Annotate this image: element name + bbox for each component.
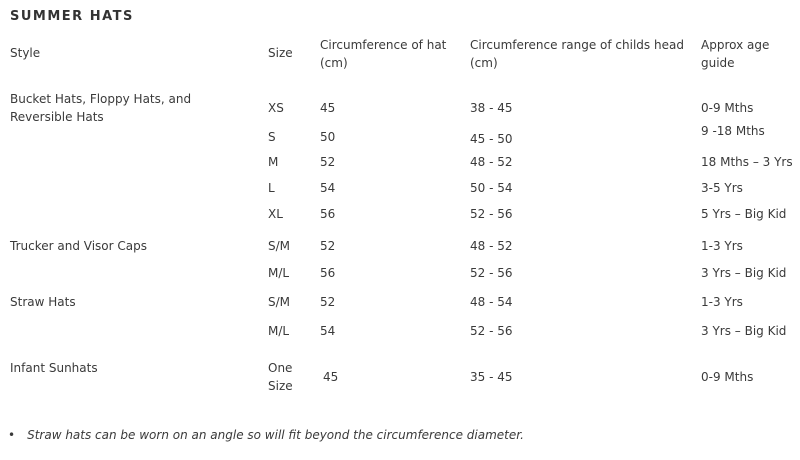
header-head-range: Circumference range of childs head (cm) xyxy=(470,38,684,70)
cell-head-range: 52 - 56 xyxy=(470,207,513,221)
cell-hat-circumference: 52 xyxy=(320,155,336,169)
section-title: SUMMER HATS xyxy=(10,9,134,24)
cell-age-guide: 1-3 Yrs xyxy=(701,239,743,253)
cell-size: S/M xyxy=(268,239,291,253)
cell-age-guide: 3 Yrs – Big Kid xyxy=(701,266,787,280)
cell-size: S xyxy=(268,130,276,144)
cell-hat-circumference: 54 xyxy=(320,324,336,338)
cell-hat-circumference: 45 xyxy=(320,101,336,115)
cell-style: Trucker and Visor Caps xyxy=(10,239,147,253)
cell-age-guide: 1-3 Yrs xyxy=(701,295,743,309)
cell-style: Infant Sunhats xyxy=(10,361,98,375)
header-style: Style xyxy=(10,46,41,60)
cell-size: XS xyxy=(268,101,284,115)
cell-size: M xyxy=(268,155,279,169)
cell-size: M/L xyxy=(268,266,290,280)
cell-age-guide: 3-5 Yrs xyxy=(701,181,743,195)
bullet: • xyxy=(8,428,16,442)
cell-head-range: 38 - 45 xyxy=(470,101,513,115)
cell-head-range: 52 - 56 xyxy=(470,324,513,338)
cell-style: Bucket Hats, Floppy Hats, and Reversible… xyxy=(10,92,192,124)
cell-hat-circumference: 52 xyxy=(320,239,336,253)
cell-head-range: 52 - 56 xyxy=(470,266,513,280)
cell-head-range: 48 - 54 xyxy=(470,295,513,309)
cell-head-range: 48 - 52 xyxy=(470,239,513,253)
cell-head-range: 45 - 50 xyxy=(470,132,513,146)
cell-size: M/L xyxy=(268,324,290,338)
cell-head-range: 48 - 52 xyxy=(470,155,513,169)
cell-age-guide: 9 -18 Mths xyxy=(701,124,765,138)
cell-hat-circumference: 54 xyxy=(320,181,336,195)
header-size: Size xyxy=(268,46,293,60)
cell-age-guide: 3 Yrs – Big Kid xyxy=(701,324,787,338)
cell-age-guide: 18 Mths – 3 Yrs xyxy=(701,155,793,169)
cell-hat-circumference: 45 xyxy=(323,370,339,384)
cell-size: XL xyxy=(268,207,283,221)
cell-style: Straw Hats xyxy=(10,295,76,309)
header-hat-circumference: Circumference of hat (cm) xyxy=(320,38,447,70)
cell-head-range: 35 - 45 xyxy=(470,370,513,384)
cell-hat-circumference: 52 xyxy=(320,295,336,309)
cell-age-guide: 0-9 Mths xyxy=(701,101,754,115)
header-age-guide: Approx age guide xyxy=(701,38,770,70)
cell-hat-circumference: 50 xyxy=(320,130,336,144)
cell-size: L xyxy=(268,181,275,195)
cell-hat-circumference: 56 xyxy=(320,266,336,280)
cell-size: One Size xyxy=(268,361,293,393)
cell-size: S/M xyxy=(268,295,291,309)
cell-age-guide: 5 Yrs – Big Kid xyxy=(701,207,787,221)
cell-head-range: 50 - 54 xyxy=(470,181,513,195)
cell-hat-circumference: 56 xyxy=(320,207,336,221)
cell-age-guide: 0-9 Mths xyxy=(701,370,754,384)
footnote: • Straw hats can be worn on an angle so w… xyxy=(8,428,524,442)
footnote-text: Straw hats can be worn on an angle so wi… xyxy=(27,428,524,442)
